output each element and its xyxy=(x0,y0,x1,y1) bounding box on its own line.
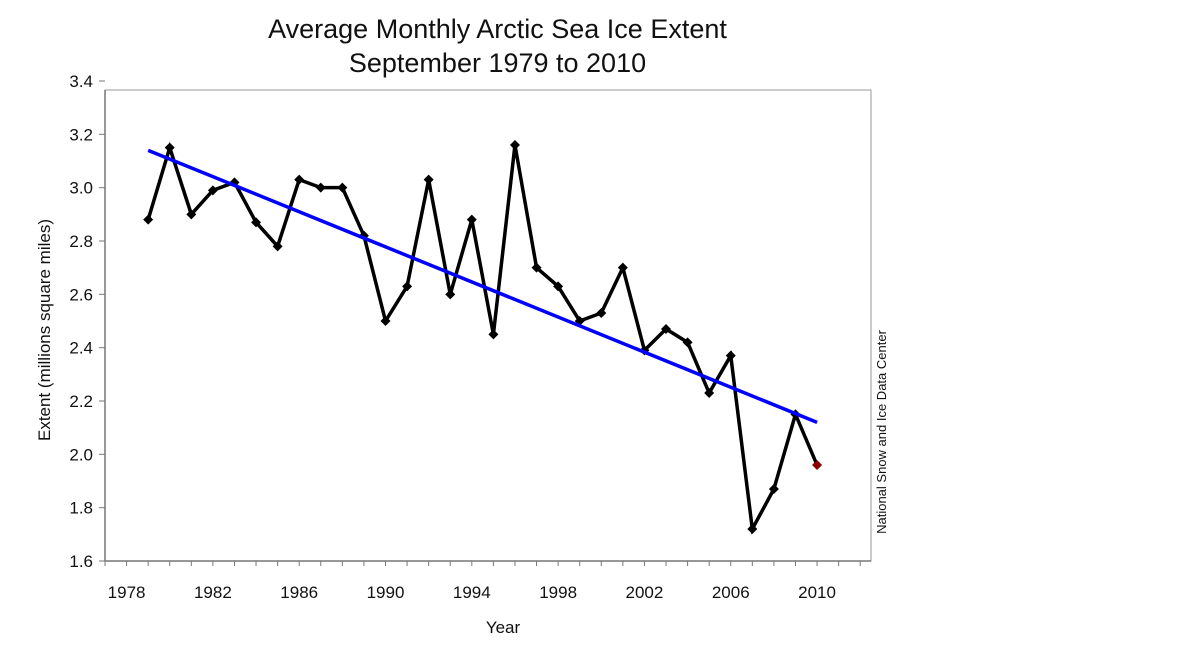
y-tick-label: 3.0 xyxy=(69,179,93,198)
data-point xyxy=(294,174,305,185)
data-point xyxy=(661,324,672,334)
data-point xyxy=(553,281,564,292)
data-point xyxy=(423,174,434,185)
y-tick-label: 2.4 xyxy=(69,339,93,358)
chart-title: Average Monthly Arctic Sea Ice Extent xyxy=(268,14,727,44)
data-point xyxy=(380,316,391,326)
y-tick-label: 2.8 xyxy=(69,232,93,251)
y-tick-label: 2.6 xyxy=(69,285,93,304)
data-point xyxy=(186,209,197,220)
x-tick-label: 1990 xyxy=(367,583,405,602)
x-tick-label: 2002 xyxy=(626,583,664,602)
data-point xyxy=(725,350,736,361)
data-point xyxy=(488,329,499,340)
data-point xyxy=(747,524,758,534)
x-tick-label: 2006 xyxy=(712,583,750,602)
x-tick-label: 2010 xyxy=(798,583,836,602)
data-point xyxy=(315,182,326,193)
data-point xyxy=(617,262,628,273)
data-point xyxy=(531,262,542,273)
source-credit: National Snow and Ice Data Center xyxy=(874,329,889,533)
x-tick-label: 1978 xyxy=(108,583,146,602)
x-tick-label: 1986 xyxy=(280,583,318,602)
y-tick-label: 2.2 xyxy=(69,392,93,411)
y-axis-label: Extent (millions square miles) xyxy=(35,219,54,441)
data-point xyxy=(596,308,607,318)
data-point xyxy=(682,337,693,348)
data-point xyxy=(704,388,715,398)
y-tick-label: 3.4 xyxy=(69,72,93,91)
data-point xyxy=(337,182,348,193)
y-tick-label: 2.0 xyxy=(69,445,93,464)
x-tick-label: 1994 xyxy=(453,583,491,602)
data-point xyxy=(143,214,154,225)
data-point xyxy=(509,140,520,150)
data-point xyxy=(251,217,262,228)
x-tick-label: 1998 xyxy=(539,583,577,602)
y-tick-label: 1.6 xyxy=(69,552,93,571)
extent-line xyxy=(146,141,819,535)
data-point xyxy=(164,142,175,153)
chart-subtitle: September 1979 to 2010 xyxy=(348,48,647,78)
data-point xyxy=(445,289,456,300)
x-tick-label: 1982 xyxy=(194,583,232,602)
y-tick-label: 3.2 xyxy=(69,125,93,144)
data-point xyxy=(272,241,283,252)
data-point xyxy=(466,214,477,225)
data-point xyxy=(768,484,779,494)
x-axis-label: Year xyxy=(486,618,521,637)
plot-frame xyxy=(104,89,872,562)
trend-line xyxy=(147,148,818,424)
data-point xyxy=(207,185,218,196)
data-point xyxy=(402,281,413,292)
y-tick-label: 1.8 xyxy=(69,499,93,518)
data-point-2010 xyxy=(812,460,823,470)
